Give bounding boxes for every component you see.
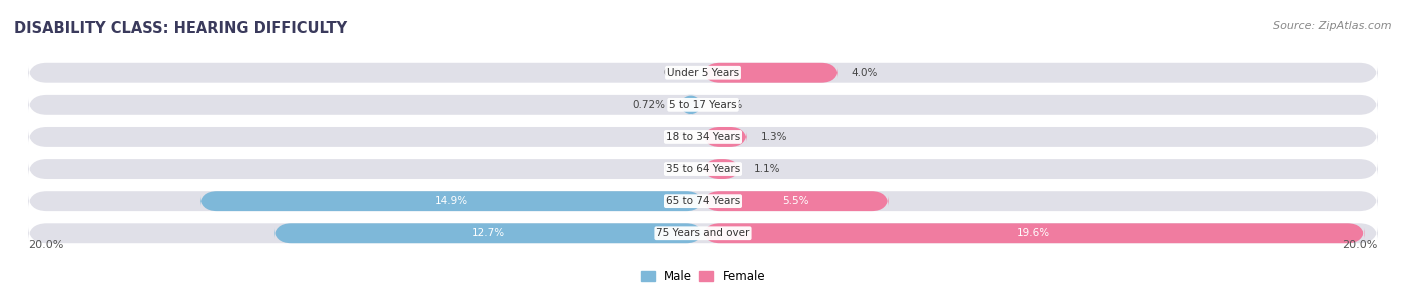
FancyBboxPatch shape (703, 159, 740, 179)
FancyBboxPatch shape (679, 95, 703, 115)
FancyBboxPatch shape (28, 95, 1378, 115)
Text: 19.6%: 19.6% (1017, 228, 1050, 238)
Legend: Male, Female: Male, Female (636, 266, 770, 288)
FancyBboxPatch shape (703, 191, 889, 211)
Text: 35 to 64 Years: 35 to 64 Years (666, 164, 740, 174)
Text: 0.0%: 0.0% (717, 100, 742, 110)
Text: 1.3%: 1.3% (761, 132, 787, 142)
Text: 1.1%: 1.1% (754, 164, 780, 174)
Text: 0.0%: 0.0% (664, 164, 689, 174)
FancyBboxPatch shape (200, 191, 703, 211)
FancyBboxPatch shape (703, 127, 747, 147)
FancyBboxPatch shape (274, 223, 703, 243)
Text: 5.5%: 5.5% (783, 196, 808, 206)
Text: 75 Years and over: 75 Years and over (657, 228, 749, 238)
Text: 0.0%: 0.0% (664, 68, 689, 78)
FancyBboxPatch shape (28, 159, 1378, 179)
Text: 65 to 74 Years: 65 to 74 Years (666, 196, 740, 206)
FancyBboxPatch shape (28, 127, 1378, 147)
FancyBboxPatch shape (28, 191, 1378, 211)
Text: DISABILITY CLASS: HEARING DIFFICULTY: DISABILITY CLASS: HEARING DIFFICULTY (14, 21, 347, 36)
Text: 4.0%: 4.0% (852, 68, 877, 78)
Text: Under 5 Years: Under 5 Years (666, 68, 740, 78)
FancyBboxPatch shape (703, 63, 838, 83)
Text: 5 to 17 Years: 5 to 17 Years (669, 100, 737, 110)
Text: 18 to 34 Years: 18 to 34 Years (666, 132, 740, 142)
Text: 20.0%: 20.0% (1343, 240, 1378, 250)
Text: Source: ZipAtlas.com: Source: ZipAtlas.com (1274, 21, 1392, 32)
Text: 14.9%: 14.9% (434, 196, 468, 206)
Text: 0.72%: 0.72% (633, 100, 665, 110)
FancyBboxPatch shape (28, 63, 1378, 83)
FancyBboxPatch shape (28, 223, 1378, 243)
Text: 0.0%: 0.0% (664, 132, 689, 142)
FancyBboxPatch shape (703, 223, 1364, 243)
Text: 20.0%: 20.0% (28, 240, 63, 250)
Text: 12.7%: 12.7% (472, 228, 505, 238)
